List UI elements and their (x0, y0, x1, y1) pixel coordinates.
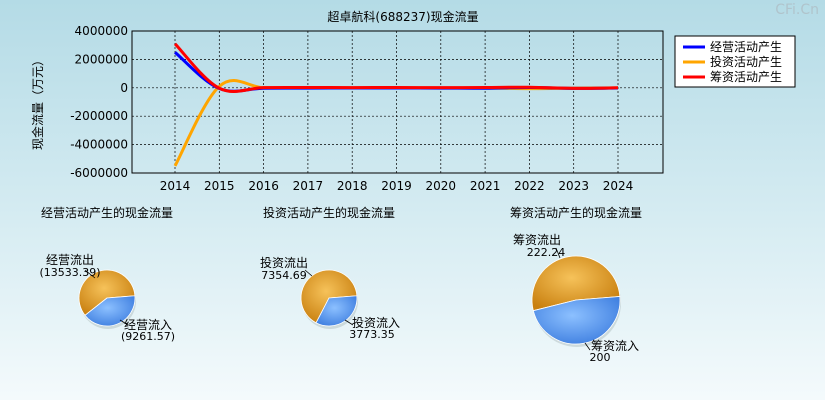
x-tick-label: 2024 (603, 179, 634, 193)
pie-slice-label: 经营流入 (124, 318, 172, 332)
y-tick-label: -6000000 (70, 166, 128, 180)
pie-leader-line (555, 247, 561, 259)
y-tick-label: 2000000 (75, 52, 128, 66)
x-tick-label: 2023 (558, 179, 589, 193)
series-line (173, 42, 619, 93)
chart-title: 超卓航科(688237)现金流量 (327, 9, 478, 24)
pie-slice-label: 经营流出 (46, 253, 94, 267)
pie-slice-label: 投资流入 (352, 315, 400, 330)
pie-slice-label: 筹资流出 (513, 233, 561, 247)
x-tick-label: 2019 (381, 179, 412, 193)
x-tick-label: 2021 (470, 179, 501, 193)
pie-leader-line (584, 342, 591, 351)
y-tick-label: 4000000 (75, 24, 128, 38)
legend-label: 投资活动产生 (710, 54, 782, 69)
pie-slice-label: 筹资流入 (591, 339, 639, 353)
watermark: CFi.Cn (775, 2, 819, 18)
pie-leader-line (119, 319, 129, 326)
x-tick-label: 2022 (514, 179, 545, 193)
pie-slice-value: 7354.69 (261, 269, 307, 282)
y-tick-label: -4000000 (70, 138, 128, 152)
pie-slice (532, 296, 621, 345)
plot-frame (131, 30, 664, 174)
x-tick-label: 2017 (293, 179, 324, 193)
legend-label: 经营活动产生 (710, 40, 782, 54)
y-tick-label: -2000000 (70, 109, 128, 123)
y-axis-label: 现金流量（万元） (30, 54, 45, 150)
pie-title: 经营活动产生的现金流量 (41, 205, 173, 220)
legend-label: 筹资活动产生 (710, 70, 782, 84)
pie-leader-line (84, 269, 96, 279)
pie-slice-label: 投资流出 (260, 255, 308, 270)
pie-slice (300, 269, 358, 324)
pie-slice-value: 200 (590, 351, 611, 364)
pie-slice (78, 269, 136, 316)
pie-leader-line (304, 269, 313, 277)
x-tick-label: 2014 (160, 179, 191, 193)
pie-leader-line (344, 319, 354, 326)
pie-slice (84, 295, 136, 327)
pie-title: 投资活动产生的现金流量 (263, 205, 395, 220)
pie-title: 筹资活动产生的现金流量 (510, 205, 642, 220)
y-tick-label: 0 (120, 81, 128, 95)
x-tick-label: 2020 (426, 179, 457, 193)
x-tick-label: 2018 (337, 179, 368, 193)
x-tick-label: 2016 (248, 179, 279, 193)
pie-slice (315, 295, 358, 327)
pie-slice-value: (13533.39) (39, 266, 100, 279)
x-tick-label: 2015 (204, 179, 235, 193)
pie-slice-value: 222.24 (527, 246, 566, 259)
pie-slice-value: 3773.35 (349, 328, 395, 341)
line-chart: 4000000 2000000 0 -2000000 -4000000 -6000000 2… (30, 9, 796, 193)
pie-slice-value: (9261.57) (121, 330, 175, 343)
pie-slice (531, 255, 621, 312)
